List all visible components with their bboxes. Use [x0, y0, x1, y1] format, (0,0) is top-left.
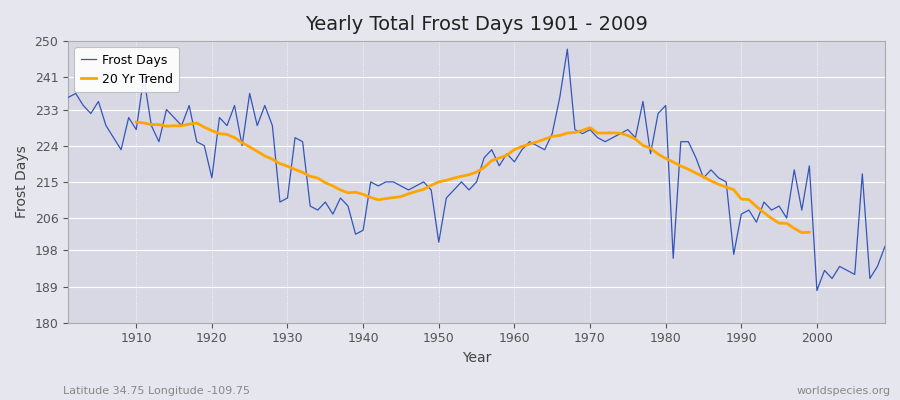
Frost Days: [335, 196, 346, 200]
20 Yr Trend: [221, 132, 232, 137]
20 Yr Trend: [690, 171, 701, 176]
Frost Days: [812, 288, 823, 293]
Legend: Frost Days, 20 Yr Trend: Frost Days, 20 Yr Trend: [75, 47, 179, 92]
X-axis label: Year: Year: [462, 351, 491, 365]
Frost Days: [608, 135, 618, 140]
20 Yr Trend: [774, 221, 785, 226]
Text: worldspecies.org: worldspecies.org: [796, 386, 891, 396]
Frost Days: [290, 135, 301, 140]
Frost Days: [562, 47, 572, 52]
20 Yr Trend: [335, 188, 346, 192]
Frost Days: [501, 151, 512, 156]
20 Yr Trend: [796, 230, 807, 235]
20 Yr Trend: [804, 230, 814, 235]
Title: Yearly Total Frost Days 1901 - 2009: Yearly Total Frost Days 1901 - 2009: [305, 15, 648, 34]
Text: Latitude 34.75 Longitude -109.75: Latitude 34.75 Longitude -109.75: [63, 386, 250, 396]
Frost Days: [879, 244, 890, 249]
Line: Frost Days: Frost Days: [68, 49, 885, 290]
Line: 20 Yr Trend: 20 Yr Trend: [136, 122, 809, 233]
Y-axis label: Frost Days: Frost Days: [15, 146, 29, 218]
Frost Days: [63, 95, 74, 100]
20 Yr Trend: [130, 120, 141, 124]
20 Yr Trend: [706, 178, 716, 183]
Frost Days: [123, 115, 134, 120]
20 Yr Trend: [599, 131, 610, 136]
Frost Days: [509, 160, 520, 164]
